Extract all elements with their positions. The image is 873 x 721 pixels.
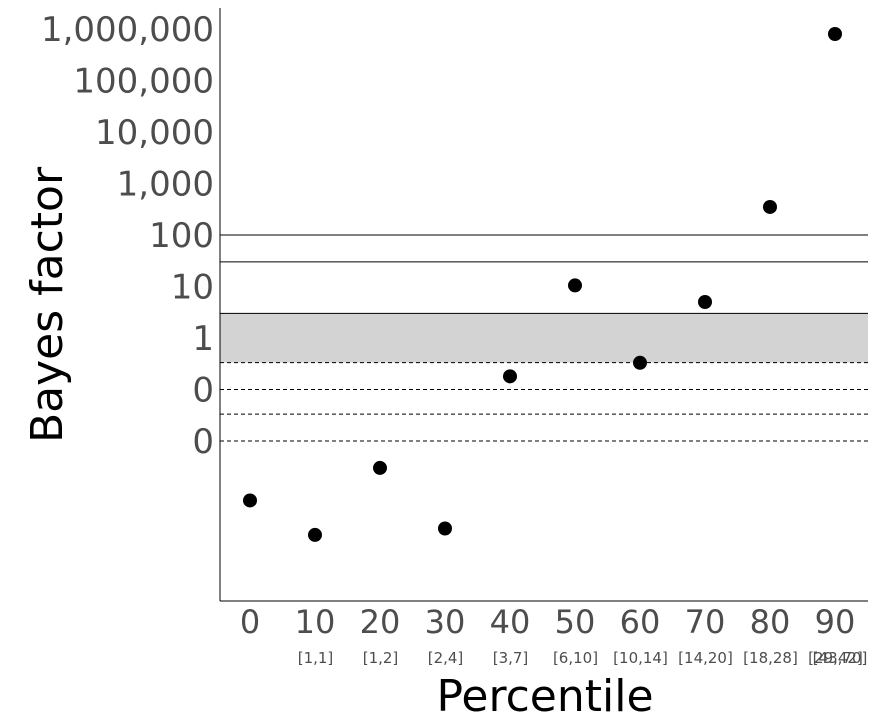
- x-sub-label: [3,7]: [493, 649, 529, 667]
- x-tick-label: 20: [360, 603, 401, 641]
- x-tick-label: 10: [295, 603, 336, 641]
- x-sub-labels: [1,1] [1,2] [2,4] [3,7] [6,10] [10,14] [14,20]…: [298, 649, 868, 667]
- x-sub-label: [6,10]: [553, 649, 598, 667]
- data-point: [763, 199, 777, 214]
- y-tick-label: 1,000,000: [41, 10, 214, 50]
- y-tick-label: 1: [192, 319, 214, 359]
- x-sub-label: [1,1]: [298, 649, 334, 667]
- x-tick-label: 50: [555, 603, 596, 641]
- x-tick-label: 0: [240, 603, 260, 641]
- x-sub-label: [29,42]: [808, 649, 863, 667]
- data-point: [373, 460, 387, 475]
- shaded-band: [220, 313, 868, 363]
- data-point: [308, 527, 322, 542]
- y-tick-label: 10: [171, 268, 214, 308]
- y-tick-label: 100: [149, 216, 214, 256]
- y-axis-title: Bayes factor: [22, 166, 73, 443]
- x-sub-label: [43,70]: [813, 649, 868, 667]
- x-sub-label: [1,2]: [363, 649, 399, 667]
- x-tick-label: 90: [815, 603, 856, 641]
- axes-layer: [219, 8, 868, 602]
- data-point: [633, 355, 647, 370]
- data-point: [698, 295, 712, 310]
- x-tick-label: 80: [750, 603, 791, 641]
- x-tick-label: 40: [490, 603, 531, 641]
- y-tick-label: 10,000: [95, 113, 214, 153]
- x-sub-label: [14,20]: [678, 649, 733, 667]
- data-point: [503, 369, 517, 384]
- x-sub-label: [10,14]: [613, 649, 668, 667]
- shaded-band-layer: [220, 313, 868, 363]
- data-points: [243, 26, 842, 542]
- data-point: [568, 278, 582, 293]
- data-point: [438, 521, 452, 536]
- y-tick-label: 0: [192, 371, 214, 411]
- x-axis-title: Percentile: [436, 671, 653, 721]
- x-tick-label: 30: [425, 603, 466, 641]
- y-tick-label: 1,000: [117, 165, 214, 205]
- y-tick-label: 0: [192, 422, 214, 462]
- x-sub-label: [2,4]: [428, 649, 464, 667]
- y-tick-labels: 0 0 1 10 100 1,000 10,000 100,000 1,000,000: [41, 10, 214, 462]
- data-point: [243, 493, 257, 508]
- x-tick-labels: 0 10 20 30 40 50 60 70 80 90: [240, 603, 856, 641]
- reference-lines-layer: [220, 234, 868, 442]
- x-tick-label: 70: [685, 603, 726, 641]
- y-tick-label: 100,000: [73, 62, 214, 102]
- x-tick-label: 60: [620, 603, 661, 641]
- x-sub-label: [18,28]: [743, 649, 798, 667]
- data-point: [828, 26, 842, 41]
